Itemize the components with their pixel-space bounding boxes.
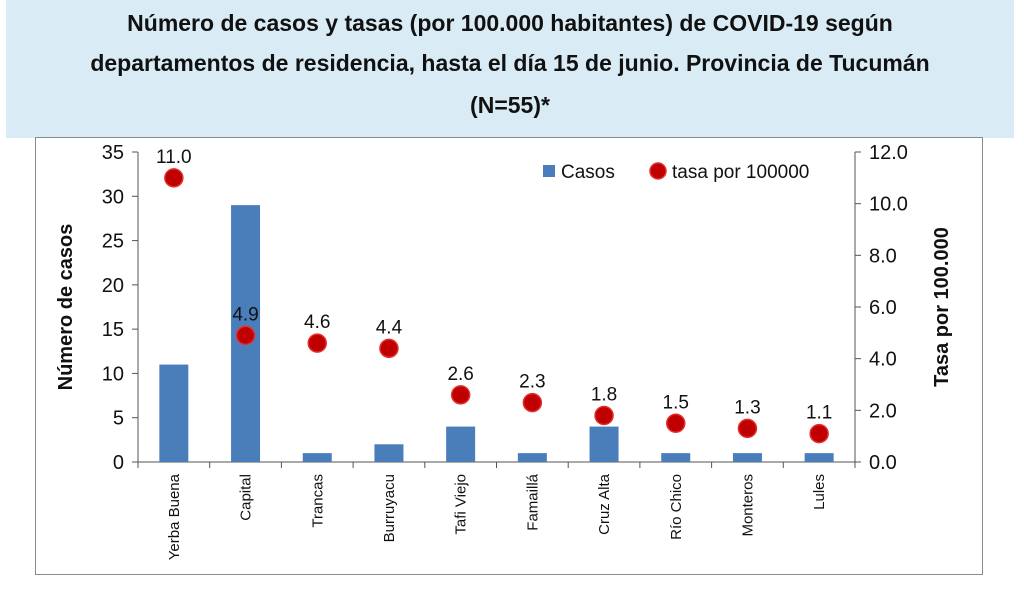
chart-title-box: Número de casos y tasas (por 100.000 hab…: [6, 0, 1014, 138]
rate-data-label: 2.3: [519, 372, 545, 393]
y-tick-label: 25: [102, 231, 124, 253]
y-tick-label: 30: [102, 186, 124, 208]
x-tick-label: Yerba Buena: [166, 473, 183, 560]
rate-point: [450, 385, 471, 405]
x-tick-label: Famaillá: [524, 473, 541, 530]
bar: [661, 453, 691, 462]
rate-data-label: 1.5: [663, 392, 689, 413]
y-right-tick-label: 4.0: [869, 349, 897, 371]
rate-point: [809, 423, 829, 444]
axes-layer: 0 5 10 15 20 25 30 35 0.0 2.0 4.0 6.0 8.0 10.0 12.0 Yer…: [55, 142, 953, 560]
y-right-tick-label: 12.0: [869, 142, 908, 164]
y-tick-label: 15: [102, 319, 124, 341]
legend-label-tasa: tasa por 100000: [672, 162, 809, 183]
rate-point: [164, 168, 184, 188]
y-right-tick-label: 6.0: [869, 297, 897, 319]
x-tick-label: Burruyacu: [381, 474, 398, 542]
x-tick-label: Capital: [238, 474, 255, 521]
points-layer: [164, 168, 829, 444]
y-tick-label: 5: [113, 408, 124, 430]
x-tick-label: Trancas: [309, 474, 326, 528]
bar: [374, 444, 404, 462]
rate-data-label: 11.0: [156, 147, 192, 168]
rate-point: [737, 418, 758, 439]
bar: [589, 426, 619, 462]
bar: [446, 426, 476, 462]
y-axis-title: Número de casos: [55, 224, 77, 391]
y-tick-label: 0: [113, 452, 124, 474]
x-tick-label: Cruz Alta: [596, 473, 613, 535]
y-right-tick-label: 8.0: [869, 245, 897, 267]
y-right-axis-title: Tasa por 100.000: [931, 227, 953, 387]
legend-point-swatch: [649, 162, 667, 180]
rate-data-label: 4.4: [376, 317, 403, 338]
bar: [732, 453, 762, 462]
rate-point: [307, 333, 327, 353]
labels-layer: 11.0 4.9 4.6 4.4 2.6 2.3 1.8 1.5 1.3 1.1: [156, 147, 832, 424]
x-tick-label: Tafi Viejo: [453, 474, 470, 535]
chart-frame: [35, 137, 983, 575]
rate-point: [379, 338, 399, 359]
chart-title-line-1: Número de casos y tasas (por 100.000 hab…: [127, 10, 893, 36]
y-tick-label: 35: [102, 142, 124, 164]
y-tick-label: 20: [102, 275, 124, 297]
rate-data-label: 1.3: [734, 397, 760, 418]
bar: [302, 453, 332, 462]
chart-title-line-2: departamentos de residencia, hasta el dí…: [90, 50, 930, 76]
rate-data-label: 1.1: [806, 403, 832, 424]
rate-data-label: 4.9: [232, 304, 258, 325]
legend-bar-swatch: [543, 165, 555, 177]
bars-layer: [159, 205, 834, 462]
bar: [804, 453, 834, 462]
y-right-tick-label: 0.0: [869, 452, 897, 474]
rate-data-label: 2.6: [447, 364, 473, 385]
rate-point: [235, 325, 256, 346]
rate-point: [594, 405, 614, 426]
rate-data-label: 4.6: [304, 312, 330, 333]
rate-point: [522, 392, 543, 413]
y-right-tick-label: 2.0: [869, 400, 897, 422]
chart-title-line-3: (N=55)*: [470, 92, 550, 118]
rate-point: [666, 413, 686, 433]
legend-label-casos: Casos: [561, 162, 615, 183]
x-tick-label: Río Chico: [668, 474, 685, 540]
y-tick-label: 10: [102, 363, 124, 385]
legend: Casos tasa por 100000: [543, 162, 809, 183]
bar: [159, 364, 189, 462]
x-tick-label: Monteros: [739, 474, 756, 537]
y-right-tick-label: 10.0: [869, 194, 908, 216]
bar: [517, 453, 547, 462]
x-tick-label: Lules: [811, 474, 828, 510]
rate-data-label: 1.8: [591, 385, 617, 406]
